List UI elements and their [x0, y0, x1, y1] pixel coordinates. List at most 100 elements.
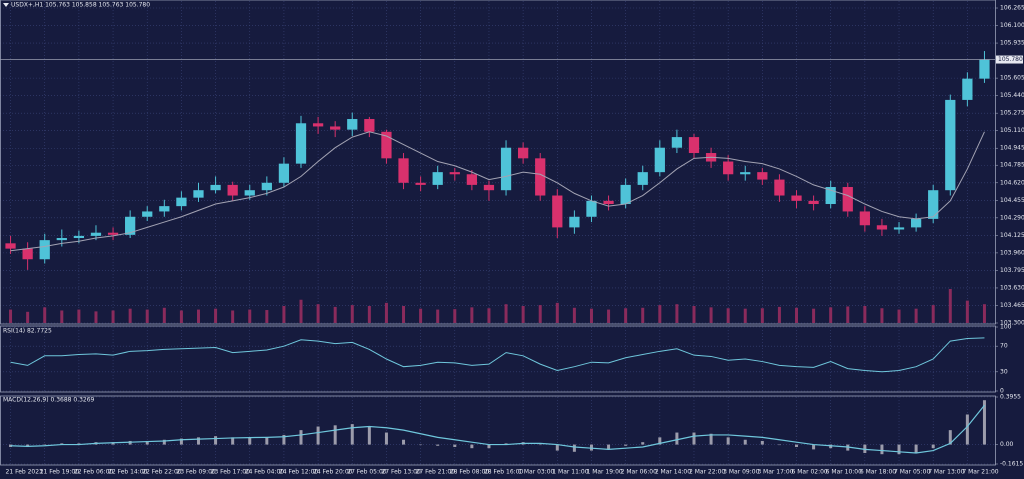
- x-tick-label: 3 Mar 17:00: [757, 469, 793, 476]
- x-tick-label: 24 Feb 12:00: [279, 469, 319, 476]
- macd-bar: [419, 444, 423, 446]
- candle-body: [962, 78, 973, 100]
- macd-bar: [658, 437, 662, 445]
- macd-bar: [299, 430, 303, 445]
- volume-bar: [504, 304, 508, 323]
- candle-body: [808, 200, 819, 205]
- volume-bar: [470, 307, 474, 323]
- x-tick-label: 1 Mar 03:00: [518, 469, 554, 476]
- x-tick-label: 23 Feb 09:00: [176, 469, 216, 476]
- candle-body: [859, 211, 870, 226]
- volume-bar: [914, 308, 918, 323]
- volume-bar: [487, 308, 491, 323]
- x-tick-label: 2 Mar 14:00: [655, 469, 691, 476]
- candle-body: [210, 184, 221, 191]
- candle-body: [90, 232, 102, 236]
- macd-bar: [931, 444, 935, 449]
- y-tick-label: 0.3955: [1000, 394, 1021, 401]
- candle-body: [227, 184, 238, 196]
- macd-bar: [231, 437, 235, 445]
- y-tick-label: 105.110: [1000, 127, 1024, 134]
- candle-body: [603, 200, 614, 205]
- macd-bar: [470, 444, 474, 449]
- x-tick-label: 23 Feb 17:00: [211, 469, 251, 476]
- volume-bar: [675, 304, 679, 323]
- signal-line: [10, 404, 985, 454]
- candle-body: [688, 137, 700, 154]
- volume-bar: [179, 310, 183, 323]
- volume-bar: [897, 309, 901, 323]
- candle-body: [757, 172, 768, 180]
- candle-body: [483, 184, 495, 191]
- macd-bar: [436, 444, 440, 446]
- macd-bar: [777, 444, 781, 446]
- candle-body: [535, 158, 546, 196]
- rsi-line: [10, 337, 985, 373]
- volume-bar: [982, 304, 986, 323]
- volume-bar: [128, 308, 132, 323]
- volume-bar: [709, 307, 713, 323]
- macd-bar: [965, 414, 969, 445]
- volume-bar: [333, 306, 337, 323]
- macd-bar: [179, 438, 183, 445]
- candle-body: [518, 147, 529, 159]
- last-price-label: 105.780: [998, 56, 1023, 63]
- x-tick-label: 21 Feb 19:00: [40, 469, 80, 476]
- volume-bar: [196, 309, 200, 323]
- macd-bar: [26, 444, 30, 447]
- volume-bar: [658, 305, 662, 323]
- macd-bar: [282, 434, 286, 445]
- volume-bar: [931, 305, 935, 323]
- macd-bar: [948, 430, 952, 445]
- moving-average: [10, 131, 985, 252]
- candle-body: [671, 137, 683, 148]
- volume-bar: [607, 309, 611, 323]
- macd-bar: [196, 437, 200, 445]
- candle-body: [910, 218, 922, 228]
- y-tick-label: 104.945: [1000, 145, 1024, 152]
- candle-body: [39, 240, 50, 260]
- macd-bar: [60, 443, 64, 445]
- macd-bar: [607, 444, 611, 450]
- x-tick-label: 27 Feb 05:00: [347, 469, 387, 476]
- candle-body: [791, 195, 802, 201]
- macd-bar: [675, 432, 679, 445]
- macd-bar: [743, 439, 747, 445]
- volume-bar: [555, 302, 559, 323]
- volume-bar: [402, 306, 406, 323]
- candle-body: [56, 238, 67, 241]
- volume-bar: [795, 307, 799, 323]
- candle-body: [142, 211, 153, 217]
- macd-bar: [248, 437, 252, 445]
- y-tick-label: 103.300: [1000, 320, 1024, 327]
- volume-bar: [829, 307, 833, 323]
- volume-bar: [43, 307, 47, 323]
- candle-body: [740, 172, 751, 175]
- macd-bar: [162, 439, 166, 445]
- candle-body: [330, 126, 341, 130]
- candle-body: [107, 232, 119, 235]
- candle-body: [876, 225, 888, 230]
- candle-body: [945, 99, 956, 191]
- y-tick-label: 106.100: [1000, 22, 1024, 29]
- x-tick-label: 24 Feb 04:00: [245, 469, 285, 476]
- candle-body: [620, 184, 631, 205]
- macd-bar: [572, 444, 576, 452]
- macd-bar: [897, 444, 901, 455]
- macd-bar: [760, 440, 764, 445]
- menu-arrow[interactable]: [3, 3, 9, 7]
- candle-body: [432, 172, 443, 185]
- x-tick-label: 1 Mar 11:00: [552, 469, 588, 476]
- macd-bar: [538, 444, 542, 446]
- y-tick-label: 105.605: [1000, 75, 1024, 82]
- x-tick-label: 28 Feb 16:00: [484, 469, 524, 476]
- volume-bar: [248, 309, 252, 323]
- candle-body: [654, 147, 665, 173]
- x-tick-label: 2 Mar 22:00: [689, 469, 725, 476]
- rsi-title: RSI(14) 82.7725: [3, 328, 52, 335]
- y-tick-label: 103.465: [1000, 302, 1024, 309]
- volume-bar: [846, 306, 850, 323]
- x-tick-label: 6 Mar 18:00: [860, 469, 896, 476]
- volume-bar: [111, 310, 115, 323]
- candle-body: [415, 182, 426, 185]
